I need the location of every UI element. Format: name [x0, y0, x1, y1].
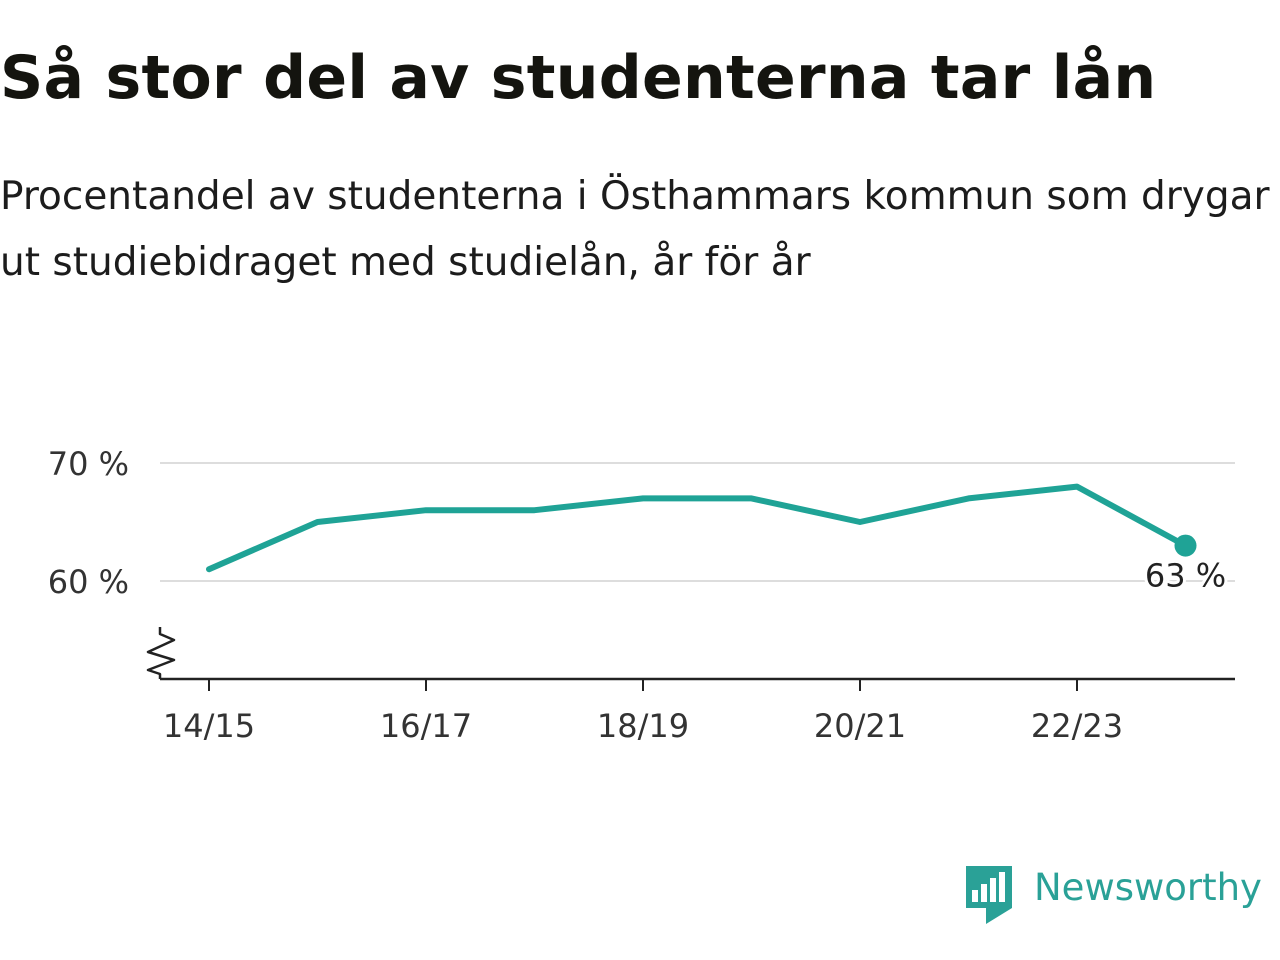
x-tick-label: 18/19 [597, 707, 689, 745]
chart-title: Så stor del av studenterna tar lån [0, 43, 1157, 113]
y-tick-label: 70 % [48, 445, 129, 483]
x-axis [146, 627, 1235, 681]
series-layer [206, 483, 1197, 573]
x-tick-label: 22/23 [1031, 707, 1123, 745]
newsworthy-logo: Newsworthy [964, 864, 1262, 926]
series-line [206, 483, 1189, 573]
newsworthy-logo-icon [966, 866, 1012, 924]
data-label-layer: 63 %63 % [1142, 554, 1229, 598]
newsworthy-logo-text: Newsworthy [1034, 866, 1262, 909]
x-tick-label: 16/17 [380, 707, 472, 745]
x-tick-label: 14/15 [163, 707, 255, 745]
last-point-marker [1174, 534, 1197, 557]
x-axis-ticks: 14/15 16/17 18/19 20/21 22/23 [163, 679, 1123, 745]
grid-lines [160, 462, 1235, 582]
y-tick-label: 60 % [48, 563, 129, 601]
chart-subtitle: Procentandel av studenterna i Östhammars… [0, 174, 1270, 285]
x-tick-label: 20/21 [814, 707, 906, 745]
last-point-label-halo: 63 % [1145, 557, 1226, 595]
last-point-label: 63 % [1145, 557, 1226, 595]
y-axis-ticks: 60 % 70 % [48, 445, 129, 601]
axis-break-icon [146, 627, 176, 679]
